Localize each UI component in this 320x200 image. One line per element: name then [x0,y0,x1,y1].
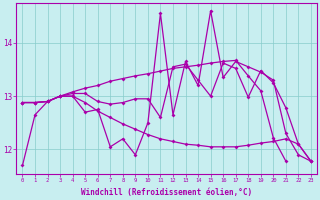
X-axis label: Windchill (Refroidissement éolien,°C): Windchill (Refroidissement éolien,°C) [81,188,252,197]
